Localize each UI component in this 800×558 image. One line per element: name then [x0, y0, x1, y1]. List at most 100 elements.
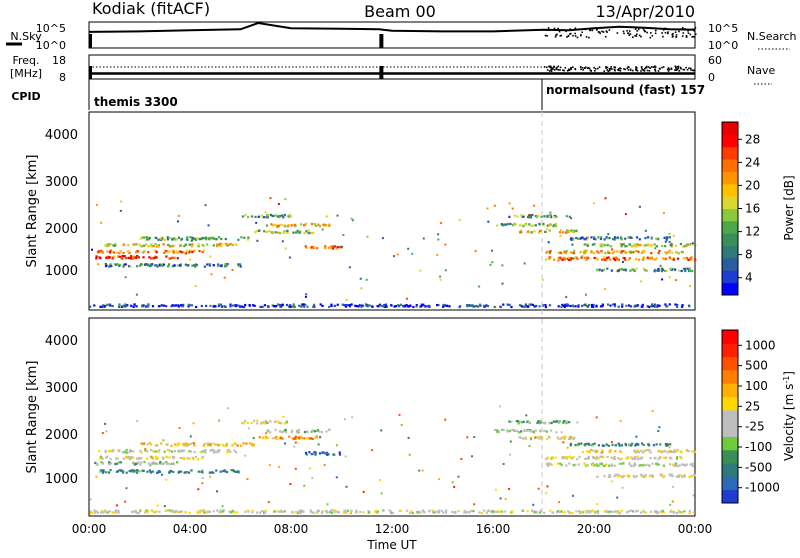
echo-cell — [312, 232, 315, 235]
echo-cell — [601, 303, 604, 306]
echo-cell — [188, 457, 191, 460]
nave-point — [675, 66, 677, 68]
echo-cell — [149, 263, 152, 266]
echo-cell — [204, 204, 207, 207]
echo-cell — [210, 448, 213, 451]
echo-cell — [152, 461, 155, 464]
echo-cell — [89, 510, 92, 513]
nsearch-point — [672, 35, 674, 38]
nave-point — [645, 66, 647, 69]
echo-cell — [663, 456, 666, 459]
echo-cell — [276, 226, 279, 229]
echo-cell — [510, 305, 513, 309]
echo-cell — [510, 420, 513, 423]
echo-cell — [155, 251, 158, 254]
echo-cell — [595, 510, 598, 513]
echo-cell — [556, 436, 559, 439]
echo-cell — [171, 450, 174, 453]
echo-cell — [665, 456, 668, 459]
echo-cell — [606, 243, 609, 246]
echo-cell — [253, 304, 256, 307]
nave-point — [678, 69, 681, 72]
nave-point — [646, 69, 649, 72]
echo-cell — [564, 456, 567, 459]
echo-cell — [113, 244, 116, 247]
echo-cell — [651, 303, 654, 306]
echo-cell — [91, 248, 93, 251]
echo-cell — [108, 461, 111, 464]
echo-cell — [316, 509, 319, 512]
echo-cell — [645, 463, 648, 466]
echo-cell — [545, 251, 548, 254]
echo-cell — [297, 436, 300, 439]
echo-cell — [141, 304, 144, 307]
echo-cell — [212, 264, 215, 267]
echo-cell — [95, 257, 98, 260]
echo-cell — [427, 304, 430, 307]
echo-cell — [206, 263, 209, 266]
echo-cell — [216, 443, 219, 446]
echo-cell — [297, 431, 300, 434]
echo-cell — [305, 230, 308, 233]
echo-cell — [564, 251, 567, 254]
echo-cell — [608, 251, 611, 254]
echo-cell — [422, 237, 425, 240]
echo-cell — [585, 511, 588, 514]
echo-cell — [218, 236, 221, 239]
echo-cell — [572, 238, 575, 241]
echo-cell — [586, 305, 589, 308]
echo-cell — [597, 251, 600, 254]
echo-cell — [145, 238, 149, 241]
nave-point — [667, 70, 670, 72]
echo-cell — [149, 464, 152, 467]
echo-cell — [530, 224, 533, 228]
echo-cell — [237, 470, 240, 473]
echo-cell — [252, 304, 255, 307]
echo-cell — [587, 236, 589, 239]
echo-cell — [190, 243, 194, 246]
echo-cell — [622, 260, 624, 263]
echo-cell — [550, 457, 553, 460]
echo-cell — [113, 511, 116, 514]
nsearch-point — [656, 28, 658, 30]
nave-point — [636, 67, 638, 69]
echo-cell — [669, 474, 672, 477]
echo-cell — [577, 463, 580, 466]
echo-cell — [103, 305, 106, 308]
echo-cell — [109, 263, 112, 266]
echo-cell — [607, 233, 610, 236]
echo-cell — [546, 224, 549, 227]
nave-point — [685, 66, 687, 69]
nsky-trace — [88, 21, 697, 48]
power-data — [89, 197, 697, 309]
echo-cell — [532, 431, 536, 434]
echo-cell — [314, 224, 317, 227]
echo-cell — [266, 216, 269, 219]
nsearch-point — [662, 35, 664, 38]
echo-cell — [228, 243, 231, 246]
echo-cell — [165, 478, 168, 481]
echo-cell — [566, 456, 569, 459]
echo-cell — [168, 257, 171, 260]
echo-cell — [584, 443, 587, 446]
echo-cell — [553, 216, 556, 219]
echo-cell — [671, 251, 674, 254]
echo-cell — [282, 216, 285, 219]
echo-cell — [640, 449, 643, 452]
echo-cell — [382, 509, 385, 512]
echo-cell — [664, 240, 667, 243]
echo-cell — [443, 303, 446, 307]
echo-cell — [659, 450, 663, 454]
echo-cell — [334, 509, 337, 512]
echo-cell — [611, 251, 614, 255]
echo-cell — [544, 458, 548, 461]
nave-point — [609, 69, 611, 72]
nave-point — [549, 65, 551, 68]
echo-cell — [381, 305, 384, 308]
echo-cell — [89, 512, 92, 515]
velocity-colorbar-steps — [722, 330, 738, 504]
echo-cell — [580, 236, 583, 239]
echo-cell — [610, 480, 613, 483]
echo-cell — [491, 249, 493, 252]
echo-cell — [269, 431, 272, 434]
